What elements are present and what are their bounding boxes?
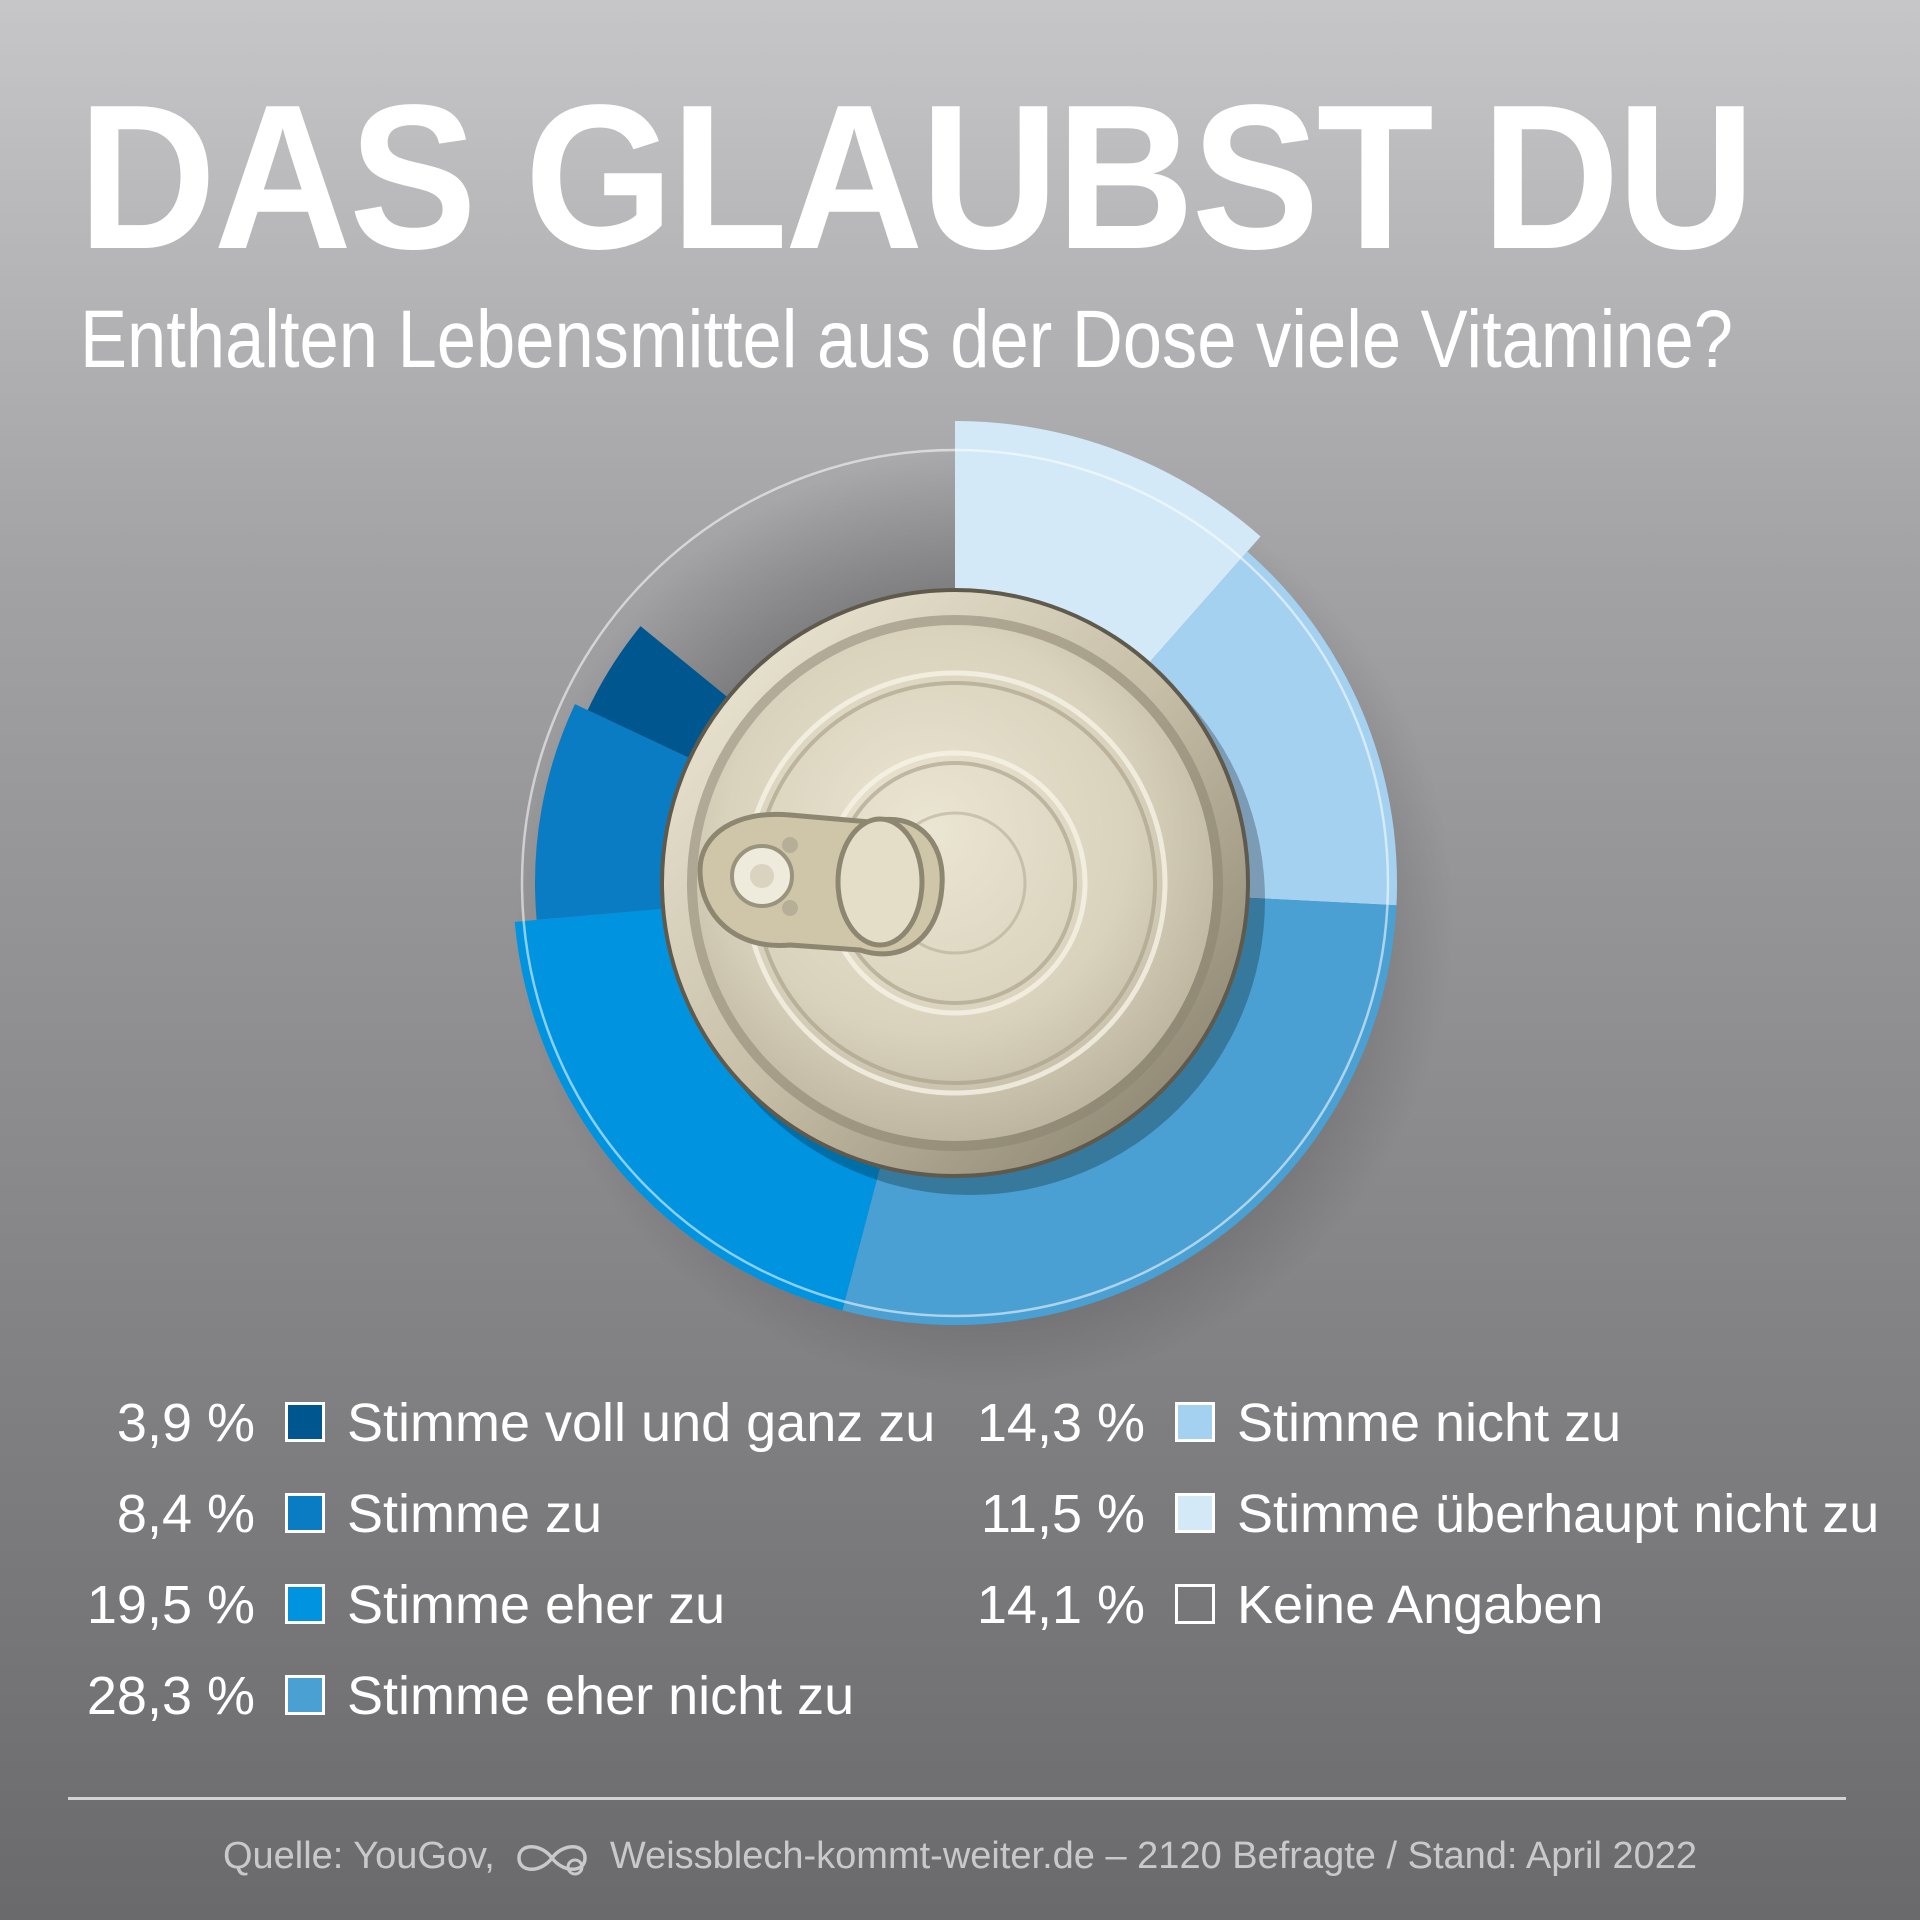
footer-details: – 2120 Befragte / Stand: April 2022 xyxy=(1105,1835,1698,1877)
subtitle: Enthalten Lebensmittel aus der Dose viel… xyxy=(80,294,1733,385)
legend-swatch xyxy=(285,1493,325,1533)
legend-label: Stimme eher zu xyxy=(347,1575,726,1635)
legend-swatch xyxy=(285,1675,325,1715)
legend-label: Stimme zu xyxy=(347,1484,603,1544)
legend-label: Stimme nicht zu xyxy=(1237,1393,1622,1453)
pie-slice xyxy=(955,421,1261,666)
legend-label: Keine Angaben xyxy=(1237,1575,1604,1635)
legend-value: 8,4 % xyxy=(116,1484,255,1544)
legend-swatch xyxy=(1175,1584,1215,1624)
legend-label: Stimme voll und ganz zu xyxy=(347,1393,936,1453)
legend-label: Stimme eher nicht zu xyxy=(347,1666,855,1726)
footer-divider xyxy=(68,1797,1846,1800)
legend-value: 14,3 % xyxy=(976,1393,1145,1453)
pie-slice xyxy=(1146,551,1397,906)
legend-value: 14,1 % xyxy=(976,1575,1145,1635)
pie-slice xyxy=(587,626,731,760)
pie-slice xyxy=(514,908,882,1311)
legend-swatch xyxy=(285,1402,325,1442)
pie-slice xyxy=(534,704,693,920)
legend-label: Stimme überhaupt nicht zu xyxy=(1237,1484,1880,1544)
legend-value: 3,9 % xyxy=(116,1393,255,1453)
pie-slice xyxy=(842,897,1397,1326)
pull-tab-icon xyxy=(697,811,945,957)
legend-value: 19,5 % xyxy=(86,1575,255,1635)
chart-guide-ring xyxy=(520,448,1390,1318)
legend-swatch xyxy=(285,1584,325,1624)
legend-swatch xyxy=(1175,1402,1215,1442)
can-lid-icon xyxy=(660,588,1265,1195)
infinity-can-icon xyxy=(517,1844,588,1876)
legend-value: 11,5 % xyxy=(980,1484,1145,1544)
footer-source: Quelle: YouGov, xyxy=(222,1835,495,1877)
footer-site: Weissblech-kommt-weiter.de xyxy=(609,1835,1095,1877)
legend-value: 28,3 % xyxy=(86,1666,255,1726)
legend-swatch xyxy=(1175,1493,1215,1533)
footer: Quelle: YouGov, Weissblech-kommt-weiter.… xyxy=(0,1826,1920,1886)
slices-group xyxy=(514,421,1397,1326)
headline: DAS GLAUBST DU xyxy=(78,62,1755,292)
